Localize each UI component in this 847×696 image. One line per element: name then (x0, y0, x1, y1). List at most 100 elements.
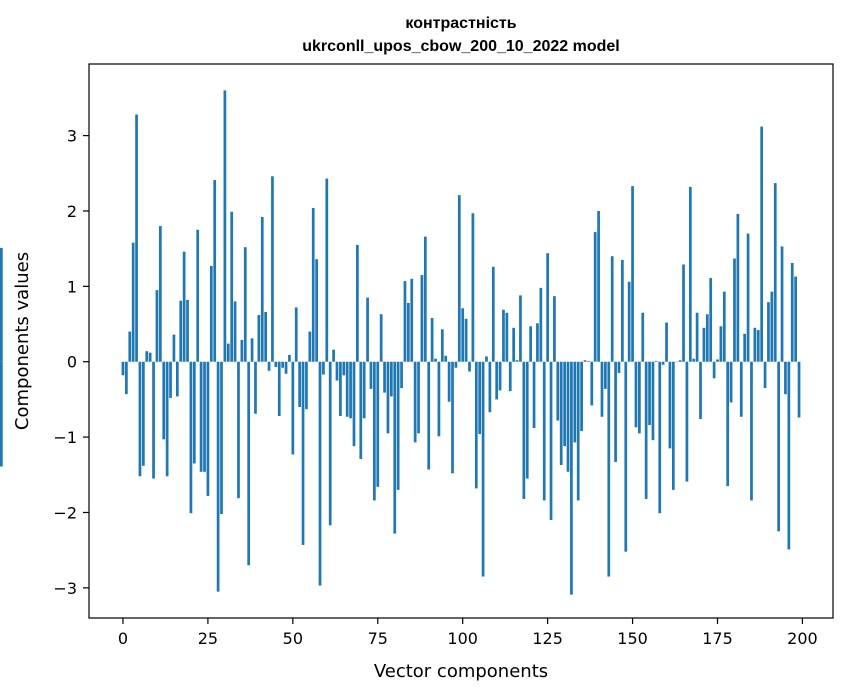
bar-61 (328, 361, 332, 526)
bar-66 (345, 361, 349, 417)
bar-81 (396, 361, 400, 490)
bar-91 (430, 318, 434, 362)
bar-138 (590, 361, 594, 406)
bar-25 (206, 361, 210, 496)
bar-9 (152, 361, 155, 479)
bar-131 (566, 361, 570, 472)
bar-133 (573, 361, 577, 443)
bar-179 (729, 361, 733, 403)
bar-165 (682, 264, 685, 362)
bar-39 (254, 361, 257, 414)
bar-14 (169, 361, 172, 398)
bar-143 (607, 361, 611, 577)
bar-197 (790, 262, 794, 362)
bar-161 (668, 361, 672, 449)
bar-71 (362, 361, 366, 419)
chart-title: контрастність (405, 15, 516, 32)
bar-111 (498, 361, 502, 391)
bar-86 (413, 361, 417, 443)
bar-97 (451, 361, 454, 474)
bar-22 (196, 229, 200, 362)
bar-79 (390, 361, 393, 397)
bar-32 (230, 211, 234, 362)
bar-85 (410, 278, 414, 362)
bar-145 (614, 361, 617, 462)
bar-26 (209, 266, 213, 362)
bar-124 (542, 361, 546, 501)
bar-146 (617, 361, 621, 374)
bar-69 (356, 244, 359, 362)
x-tick-label: 125 (532, 629, 563, 648)
bar-101 (464, 318, 468, 362)
bar-173 (709, 278, 713, 362)
bar-187 (756, 330, 760, 362)
bar-177 (722, 291, 726, 362)
bar-30 (223, 90, 227, 362)
bar-141 (600, 361, 604, 417)
bar-17 (179, 300, 183, 362)
bar-137 (587, 360, 590, 362)
bar-199 (797, 361, 801, 418)
bar-195 (784, 361, 787, 395)
bar-82 (400, 361, 403, 389)
bar-2 (128, 331, 132, 362)
bar-99 (457, 195, 461, 362)
bar-148 (624, 361, 628, 552)
bar-74 (373, 361, 376, 501)
bar-12 (162, 361, 166, 440)
bar-76 (379, 314, 383, 362)
bar-38 (250, 338, 254, 362)
bar-3 (131, 242, 135, 362)
y-tick-label: 3 (67, 127, 77, 146)
bar-77 (383, 361, 386, 393)
bar-150 (631, 186, 634, 362)
bar-19 (186, 299, 189, 362)
bar-73 (369, 361, 373, 389)
bar-185 (750, 361, 753, 501)
bar-10 (155, 290, 159, 362)
bar-169 (695, 312, 699, 362)
y-tick-label: 0 (67, 353, 77, 372)
bar-132 (570, 361, 573, 595)
bar-56 (311, 207, 315, 362)
bar-125 (546, 253, 549, 362)
bar-27 (213, 180, 217, 362)
bar-18 (182, 251, 186, 362)
bar-undefined (0, 247, 3, 362)
bar-181 (736, 213, 740, 362)
bar-123 (539, 287, 543, 362)
bars-group (0, 90, 801, 595)
bar-undefined (0, 361, 3, 467)
bar-117 (519, 295, 522, 362)
bar-94 (440, 329, 444, 362)
bar-24 (203, 361, 206, 472)
bar-72 (366, 297, 369, 362)
bar-60 (325, 178, 329, 362)
bar-140 (597, 210, 600, 362)
bar-135 (580, 361, 583, 432)
bar-23 (199, 361, 203, 472)
x-tick-label: 25 (198, 629, 218, 648)
x-tick-label: 150 (617, 629, 648, 648)
bar-167 (688, 186, 692, 362)
bar-68 (352, 361, 356, 447)
bar-136 (583, 360, 587, 362)
bar-120 (529, 326, 532, 362)
bar-29 (220, 361, 223, 514)
bar-159 (661, 361, 665, 365)
bar-65 (342, 361, 346, 376)
bar-34 (237, 361, 240, 499)
bar-184 (746, 233, 750, 362)
bar-116 (515, 360, 519, 362)
bar-188 (760, 126, 764, 362)
bar-48 (284, 361, 288, 374)
bar-15 (172, 334, 176, 362)
bar-180 (733, 258, 736, 362)
bar-57 (315, 259, 318, 362)
bar-87 (417, 361, 420, 434)
bar-8 (148, 352, 152, 362)
bar-0 (121, 361, 125, 376)
bar-55 (308, 331, 312, 362)
bar-41 (260, 217, 264, 362)
